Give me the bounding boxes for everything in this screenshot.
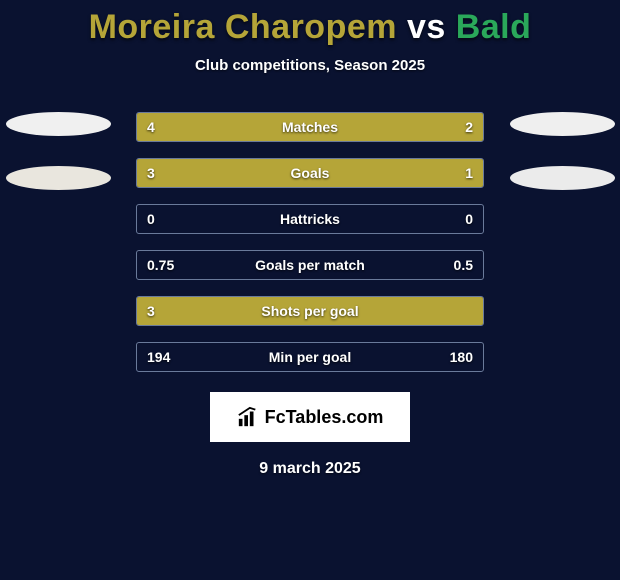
fctables-logo-icon <box>237 406 259 428</box>
chart-area: 4Matches2 3Goals1 0Hattricks0 0.75Goals per… <box>0 112 620 372</box>
avatar-column-left <box>0 112 118 220</box>
stat-bars: 4Matches2 3Goals1 0Hattricks0 0.75Goals per… <box>136 112 484 372</box>
logo-box: FcTables.com <box>210 392 410 442</box>
vs-text: vs <box>407 8 446 46</box>
stat-bar-row: 4Matches2 <box>136 112 484 142</box>
bar-stat-label: Shots per goal <box>137 297 483 325</box>
avatar <box>6 112 111 136</box>
bar-value-right: 1 <box>465 159 473 187</box>
bar-stat-label: Goals <box>137 159 483 187</box>
player1-name: Moreira Charopem <box>89 8 397 46</box>
bar-value-right: 0.5 <box>454 251 473 279</box>
date-text: 9 march 2025 <box>0 460 620 478</box>
stat-bar-row: 3Goals1 <box>136 158 484 188</box>
bar-value-right: 2 <box>465 113 473 141</box>
comparison-title: Moreira Charopem vs Bald <box>0 0 620 47</box>
avatar <box>6 166 111 190</box>
logo-text: FcTables.com <box>265 407 384 428</box>
avatar-column-right <box>502 112 620 220</box>
bar-stat-label: Matches <box>137 113 483 141</box>
bar-stat-label: Min per goal <box>137 343 483 371</box>
avatar <box>510 166 615 190</box>
bar-value-right: 0 <box>465 205 473 233</box>
avatar <box>510 112 615 136</box>
bar-stat-label: Goals per match <box>137 251 483 279</box>
bar-stat-label: Hattricks <box>137 205 483 233</box>
subtitle: Club competitions, Season 2025 <box>0 57 620 74</box>
bar-value-right: 180 <box>450 343 473 371</box>
player2-name: Bald <box>456 8 532 46</box>
stat-bar-row: 0Hattricks0 <box>136 204 484 234</box>
stat-bar-row: 3Shots per goal <box>136 296 484 326</box>
stat-bar-row: 0.75Goals per match0.5 <box>136 250 484 280</box>
stat-bar-row: 194Min per goal180 <box>136 342 484 372</box>
